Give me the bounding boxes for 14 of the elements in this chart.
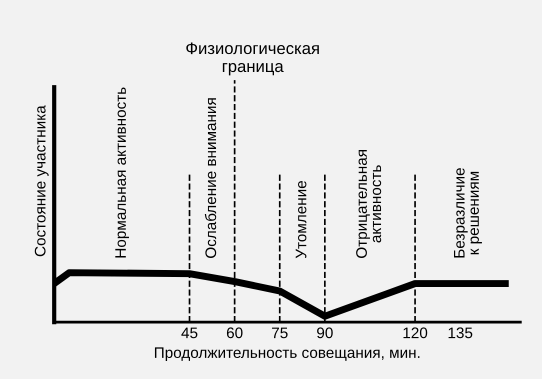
- x-tick-label: 45: [181, 328, 198, 338]
- text: Безразличие к решениям: [454, 168, 482, 258]
- y-axis-title: Состояние участника: [34, 105, 49, 256]
- x-tick-label: 60: [226, 327, 243, 338]
- text: Нормальная активность: [115, 87, 129, 258]
- text: Ослабление внимания: [204, 98, 216, 258]
- text: Утомление: [296, 180, 306, 258]
- x-tick-label: 90: [317, 327, 333, 338]
- x-tick-label: 75: [272, 328, 288, 338]
- x-axis-title: Продолжительность совещания, мин.: [154, 347, 420, 362]
- text: Отрицательная активность: [356, 150, 382, 258]
- ref-line-label: Физиологическая граница: [186, 42, 319, 76]
- x-tick-label: 120: [403, 327, 428, 338]
- x-tick-label: 135: [448, 327, 472, 338]
